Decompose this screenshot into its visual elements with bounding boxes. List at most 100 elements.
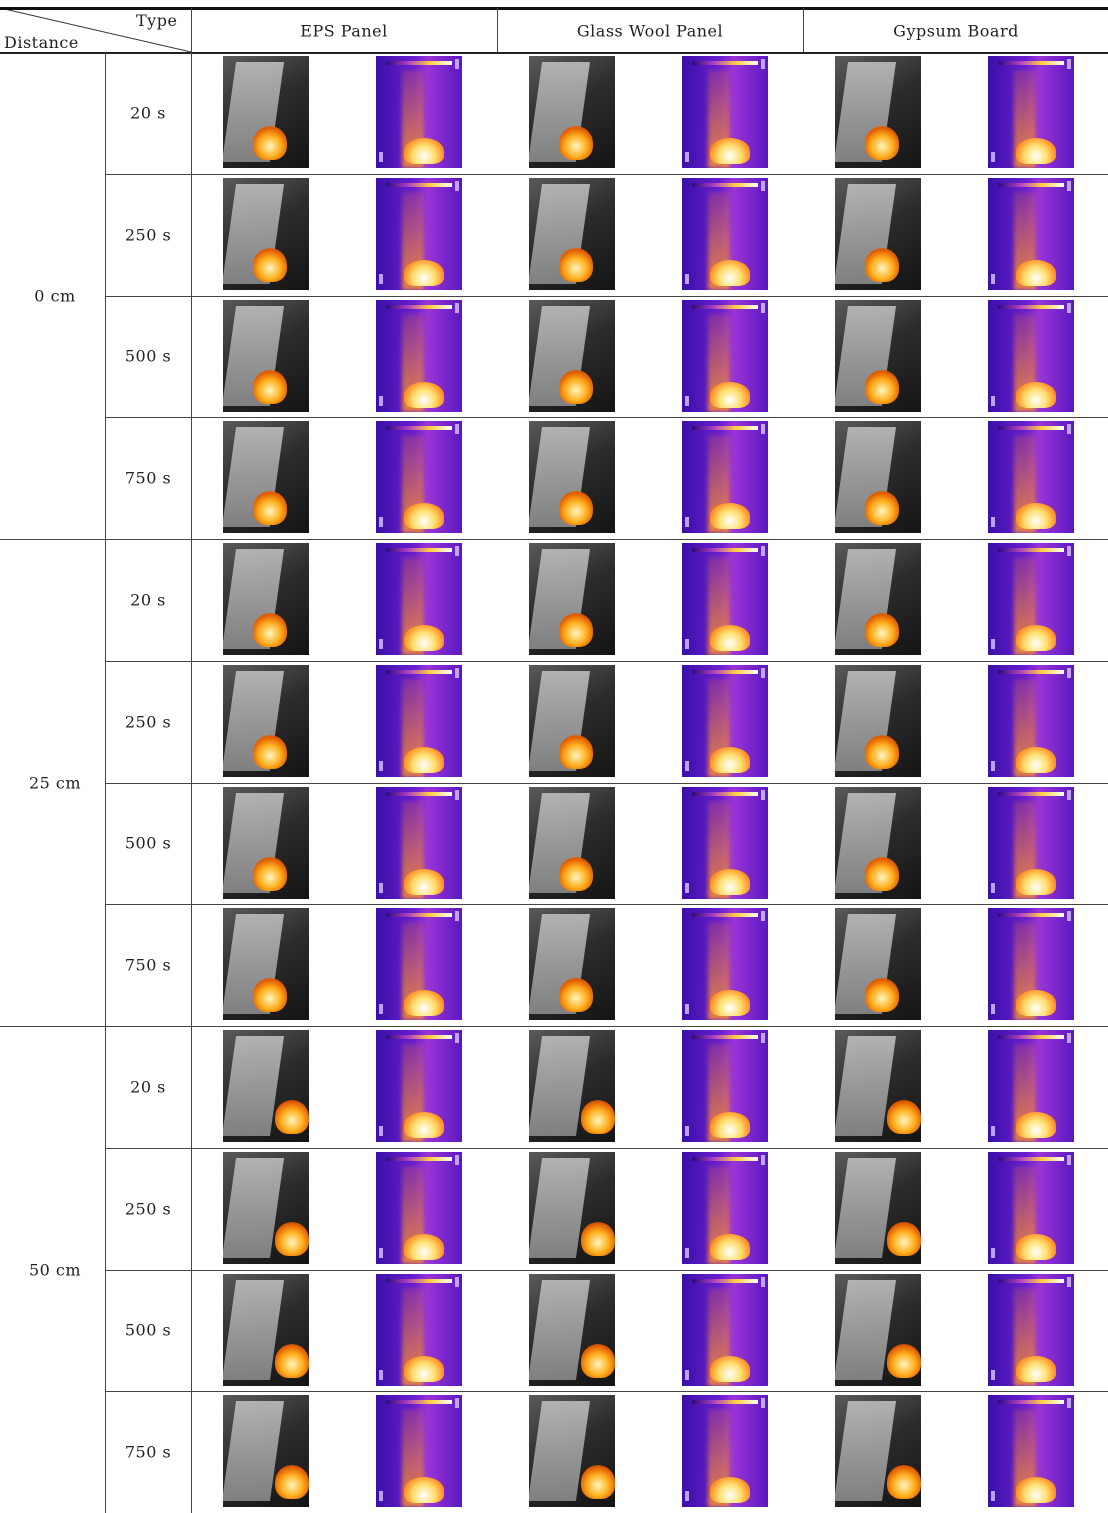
thermal-scale-mark xyxy=(761,790,765,800)
hot-spot xyxy=(1016,625,1056,651)
fire-photo xyxy=(223,665,309,777)
thermal-image xyxy=(988,56,1074,168)
row-divider xyxy=(105,417,1108,418)
thermal-scale-bar xyxy=(998,548,1064,552)
thermal-scale-mark xyxy=(761,668,765,678)
time-label: 750 s xyxy=(124,468,172,488)
fire-photo xyxy=(835,178,921,290)
thermal-image xyxy=(376,543,462,655)
hot-spot xyxy=(710,869,750,895)
thermal-scale-mark xyxy=(1067,181,1071,191)
hot-spot xyxy=(404,138,444,164)
thermal-logo-mark xyxy=(991,639,995,649)
hot-spot xyxy=(1016,260,1056,286)
thermal-scale-bar xyxy=(692,548,758,552)
fire-source xyxy=(865,857,899,891)
thermal-scale-mark xyxy=(761,1277,765,1287)
thermal-logo-mark xyxy=(685,152,689,162)
hot-spot xyxy=(404,625,444,651)
hot-spot xyxy=(1016,1477,1056,1503)
fire-photo xyxy=(835,1274,921,1386)
fire-photo xyxy=(835,665,921,777)
thermal-image xyxy=(682,178,768,290)
hot-spot xyxy=(1016,747,1056,773)
thermal-scale-bar xyxy=(386,305,452,309)
thermal-scale-mark xyxy=(761,181,765,191)
hot-spot xyxy=(710,990,750,1016)
thermal-image xyxy=(988,787,1074,899)
fire-photo xyxy=(223,908,309,1020)
thermal-logo-mark xyxy=(991,761,995,771)
fire-source xyxy=(559,491,593,525)
thermal-image xyxy=(988,665,1074,777)
hot-spot xyxy=(710,1112,750,1138)
thermal-scale-mark xyxy=(1067,911,1071,921)
fire-source xyxy=(865,126,899,160)
thermal-scale-bar xyxy=(386,183,452,187)
thermal-image xyxy=(376,1152,462,1264)
thermal-scale-mark xyxy=(761,59,765,69)
fire-photo xyxy=(835,300,921,412)
thermal-scale-bar xyxy=(386,670,452,674)
distance-label: 50 cm xyxy=(28,1260,82,1280)
thermal-scale-bar xyxy=(386,792,452,796)
thermal-scale-bar xyxy=(692,913,758,917)
thermal-image xyxy=(682,787,768,899)
hot-spot xyxy=(404,260,444,286)
thermal-logo-mark xyxy=(685,517,689,527)
thermal-logo-mark xyxy=(379,639,383,649)
fire-source xyxy=(887,1222,921,1256)
thermal-scale-bar xyxy=(386,1400,452,1404)
thermal-logo-mark xyxy=(685,1370,689,1380)
thermal-scale-bar xyxy=(998,792,1064,796)
thermal-scale-mark xyxy=(455,1155,459,1165)
thermal-logo-mark xyxy=(379,1370,383,1380)
thermal-image xyxy=(682,56,768,168)
fire-photo xyxy=(529,178,615,290)
row-divider xyxy=(105,661,1108,662)
thermal-scale-mark xyxy=(1067,59,1071,69)
fire-source xyxy=(253,857,287,891)
thermal-scale-bar xyxy=(692,183,758,187)
hot-spot xyxy=(710,260,750,286)
time-label: 250 s xyxy=(124,712,172,732)
thermal-scale-bar xyxy=(692,426,758,430)
row-divider xyxy=(105,174,1108,175)
time-label: 500 s xyxy=(124,346,172,366)
thermal-scale-bar xyxy=(386,913,452,917)
fire-photo xyxy=(529,908,615,1020)
hot-spot xyxy=(710,503,750,529)
fire-photo xyxy=(223,178,309,290)
time-label: 20 s xyxy=(130,1077,166,1097)
thermal-logo-mark xyxy=(379,883,383,893)
thermal-scale-mark xyxy=(1067,668,1071,678)
thermal-scale-bar xyxy=(692,670,758,674)
hot-spot xyxy=(404,503,444,529)
row-divider xyxy=(105,783,1108,784)
hot-spot xyxy=(404,869,444,895)
fire-photo xyxy=(529,543,615,655)
header-diagonal xyxy=(0,8,191,52)
thermal-logo-mark xyxy=(991,152,995,162)
fire-photo xyxy=(529,787,615,899)
thermal-scale-mark xyxy=(761,1155,765,1165)
row-divider xyxy=(105,1391,1108,1392)
thermal-image xyxy=(988,1030,1074,1142)
thermal-logo-mark xyxy=(379,1004,383,1014)
fire-photo xyxy=(223,1152,309,1264)
fire-source xyxy=(865,613,899,647)
thermal-scale-mark xyxy=(455,303,459,313)
fire-photo xyxy=(835,543,921,655)
thermal-scale-mark xyxy=(455,790,459,800)
thermal-scale-mark xyxy=(761,1398,765,1408)
thermal-image xyxy=(682,543,768,655)
fire-source xyxy=(559,735,593,769)
group-divider xyxy=(0,539,1108,540)
thermal-scale-mark xyxy=(455,546,459,556)
thermal-scale-mark xyxy=(1067,790,1071,800)
thermal-logo-mark xyxy=(685,761,689,771)
fire-source xyxy=(275,1100,309,1134)
thermal-image xyxy=(376,178,462,290)
column-header-gypsum: Gypsum Board xyxy=(893,21,1019,41)
time-label: 250 s xyxy=(124,1199,172,1219)
